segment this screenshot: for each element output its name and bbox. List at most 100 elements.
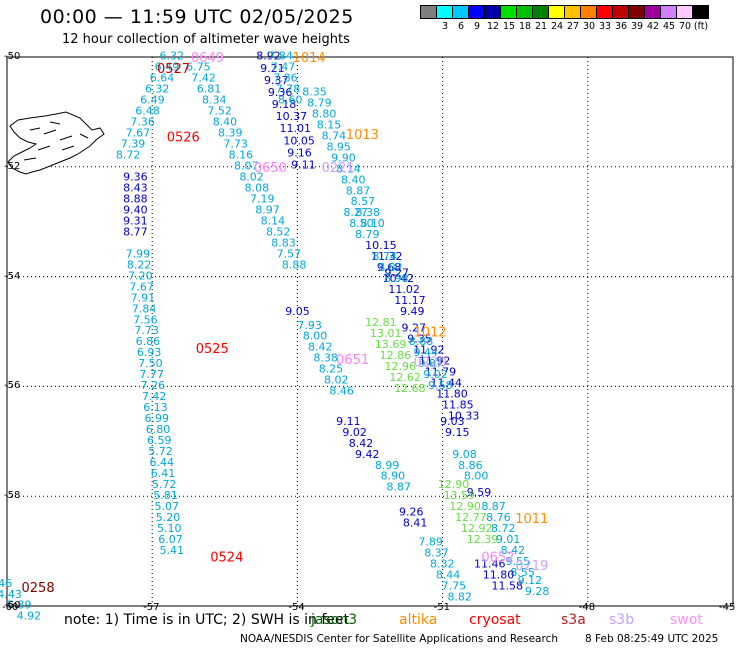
wave-height-value: 9.27 bbox=[401, 322, 426, 335]
pass-time-label: 0220 bbox=[414, 356, 447, 371]
wave-height-value: 8.00 bbox=[303, 330, 328, 343]
wave-height-value: 8.92 bbox=[256, 50, 281, 63]
wave-height-value: 7.39 bbox=[121, 138, 145, 151]
lat-tick-label: -52 bbox=[4, 160, 21, 172]
lon-tick-label: -51 bbox=[433, 602, 450, 613]
wave-height-value: 11.92 bbox=[413, 343, 445, 356]
legend-swatch bbox=[500, 5, 517, 19]
wave-height-value: 9.26 bbox=[399, 505, 424, 518]
wave-height-value: 7.86 bbox=[273, 72, 298, 85]
wave-height-value: 8.86 bbox=[458, 459, 483, 472]
wave-height-value: 12.62 bbox=[389, 371, 421, 384]
satellite-cryosat: cryosat bbox=[469, 612, 521, 628]
legend-swatch bbox=[420, 5, 437, 19]
legend-label: 18 bbox=[518, 21, 532, 32]
legend-label: 15 bbox=[502, 21, 516, 32]
wave-height-value: 8.88 bbox=[123, 192, 148, 205]
satellite-s3b: s3b bbox=[609, 612, 635, 628]
wave-height-value: 8.27 bbox=[343, 206, 368, 219]
wave-height-value: 7.75 bbox=[442, 580, 467, 593]
credit-line: NOAA/NESDIS Center for Satellite Applica… bbox=[240, 633, 718, 645]
wave-height-value: 6.48 bbox=[135, 105, 160, 118]
wave-height-value: 8.42 bbox=[308, 341, 333, 354]
wave-height-value: 9.05 bbox=[285, 305, 310, 318]
wave-height-value: 4.92 bbox=[17, 610, 42, 623]
wave-height-value: 8.25 bbox=[319, 363, 344, 376]
wave-height-value: 8.57 bbox=[351, 195, 376, 208]
legend-swatch bbox=[468, 5, 485, 19]
lon-tick-label: -54 bbox=[288, 602, 305, 613]
wave-height-value: 8.88 bbox=[409, 335, 434, 348]
wave-height-value: 8.35 bbox=[302, 85, 327, 98]
wave-height-value: 7.36 bbox=[130, 116, 155, 129]
wave-height-value: 11.17 bbox=[394, 294, 426, 307]
wave-height-value: 7.89 bbox=[418, 536, 443, 549]
timestamp: 8 Feb 08:25:49 UTC 2025 bbox=[585, 633, 719, 645]
legend-swatch bbox=[516, 5, 533, 19]
legend-swatch bbox=[436, 5, 453, 19]
wave-height-value: 9.37 bbox=[264, 74, 289, 87]
wave-height-value: 9.02 bbox=[342, 426, 367, 439]
wave-height-value: 8.87 bbox=[346, 184, 371, 197]
wave-height-value: 5.72 bbox=[152, 478, 177, 491]
wave-height-value: 9.49 bbox=[400, 305, 425, 318]
wave-height-value: 8.41 bbox=[403, 516, 428, 529]
wave-height-value: 9.21 bbox=[260, 62, 285, 75]
wave-height-value: 8.43 bbox=[123, 182, 148, 195]
pass-time-label: 1012 bbox=[414, 326, 447, 341]
wave-height-value: 10.05 bbox=[283, 134, 315, 147]
color-legend: 3 6 9 12 15 18 21 24 27 30 33 36 39 42 45 70 (ft) bbox=[420, 5, 709, 32]
wave-height-value: 9.58 bbox=[428, 379, 453, 392]
wave-height-value: 6.49 bbox=[140, 94, 165, 107]
wave-height-value: 6.86 bbox=[136, 335, 161, 348]
wave-height-value: 8.37 bbox=[424, 547, 449, 560]
legend-label: 36 bbox=[614, 21, 628, 32]
legend-label: 3 bbox=[441, 21, 449, 32]
legend-swatch bbox=[596, 5, 613, 19]
wave-height-value: 8.07 bbox=[234, 160, 259, 173]
note-text: note: 1) Time is in UTC; 2) SWH is in fe… bbox=[64, 612, 350, 628]
wave-height-value: 6.80 bbox=[146, 423, 171, 436]
wave-height-value: 8.14 bbox=[336, 162, 361, 175]
legend-swatch bbox=[660, 5, 677, 19]
wave-height-value: 10.37 bbox=[276, 110, 308, 123]
wave-height-value: 5.07 bbox=[155, 500, 180, 513]
wave-height-value: 9.42 bbox=[355, 448, 380, 461]
wave-height-value: 8.00 bbox=[464, 470, 489, 483]
wave-height-value: 8.83 bbox=[271, 236, 296, 249]
wave-height-value: 6.13 bbox=[143, 401, 168, 414]
wave-height-value: 7.73 bbox=[223, 138, 248, 151]
legend-labels: 3 6 9 12 15 18 21 24 27 30 33 36 39 42 45 70 (ft) bbox=[421, 21, 709, 32]
wave-height-value: 6.75 bbox=[186, 61, 211, 74]
legend-swatch bbox=[484, 5, 501, 19]
pass-time-label: 0526 bbox=[167, 131, 200, 146]
wave-height-value: 11.02 bbox=[388, 283, 420, 296]
wave-height-value: 11.80 bbox=[483, 569, 514, 582]
wave-height-value: 11.01 bbox=[279, 122, 311, 135]
wave-height-value: 11.92 bbox=[419, 354, 451, 367]
wave-height-value: 8.99 bbox=[375, 459, 400, 472]
legend-label: 24 bbox=[550, 21, 564, 32]
wave-height-value: 8.90 bbox=[381, 470, 406, 483]
wave-height-value: 7.84 bbox=[268, 50, 293, 63]
wave-height-value: 6.32 bbox=[145, 83, 170, 96]
wave-height-value: 9.44 bbox=[414, 346, 439, 359]
wave-height-value: 4.43 bbox=[0, 588, 22, 601]
wave-height-value: 8.38 bbox=[355, 206, 380, 219]
wave-height-value: 9.35 bbox=[407, 332, 432, 345]
wave-height-value: 8.95 bbox=[326, 140, 351, 153]
pass-time-label: 0650 bbox=[254, 161, 287, 176]
satellite-altika: altika bbox=[399, 612, 438, 628]
wave-height-value: 9.11 bbox=[291, 158, 316, 171]
wave-height-value: 8.44 bbox=[436, 569, 461, 582]
wave-height-value: 5.41 bbox=[160, 544, 185, 557]
wave-height-value: 6.07 bbox=[158, 533, 183, 546]
wave-height-value: 8.34 bbox=[202, 94, 227, 107]
wave-height-value: 6.93 bbox=[137, 346, 162, 359]
lon-tick-label: -60 bbox=[2, 602, 19, 613]
legend-swatch bbox=[452, 5, 469, 19]
legend-swatch bbox=[676, 5, 693, 19]
wave-height-value: 12.92 bbox=[461, 522, 493, 535]
pass-time-label: 0652 bbox=[481, 551, 514, 566]
wave-height-value: 8.82 bbox=[447, 591, 472, 604]
